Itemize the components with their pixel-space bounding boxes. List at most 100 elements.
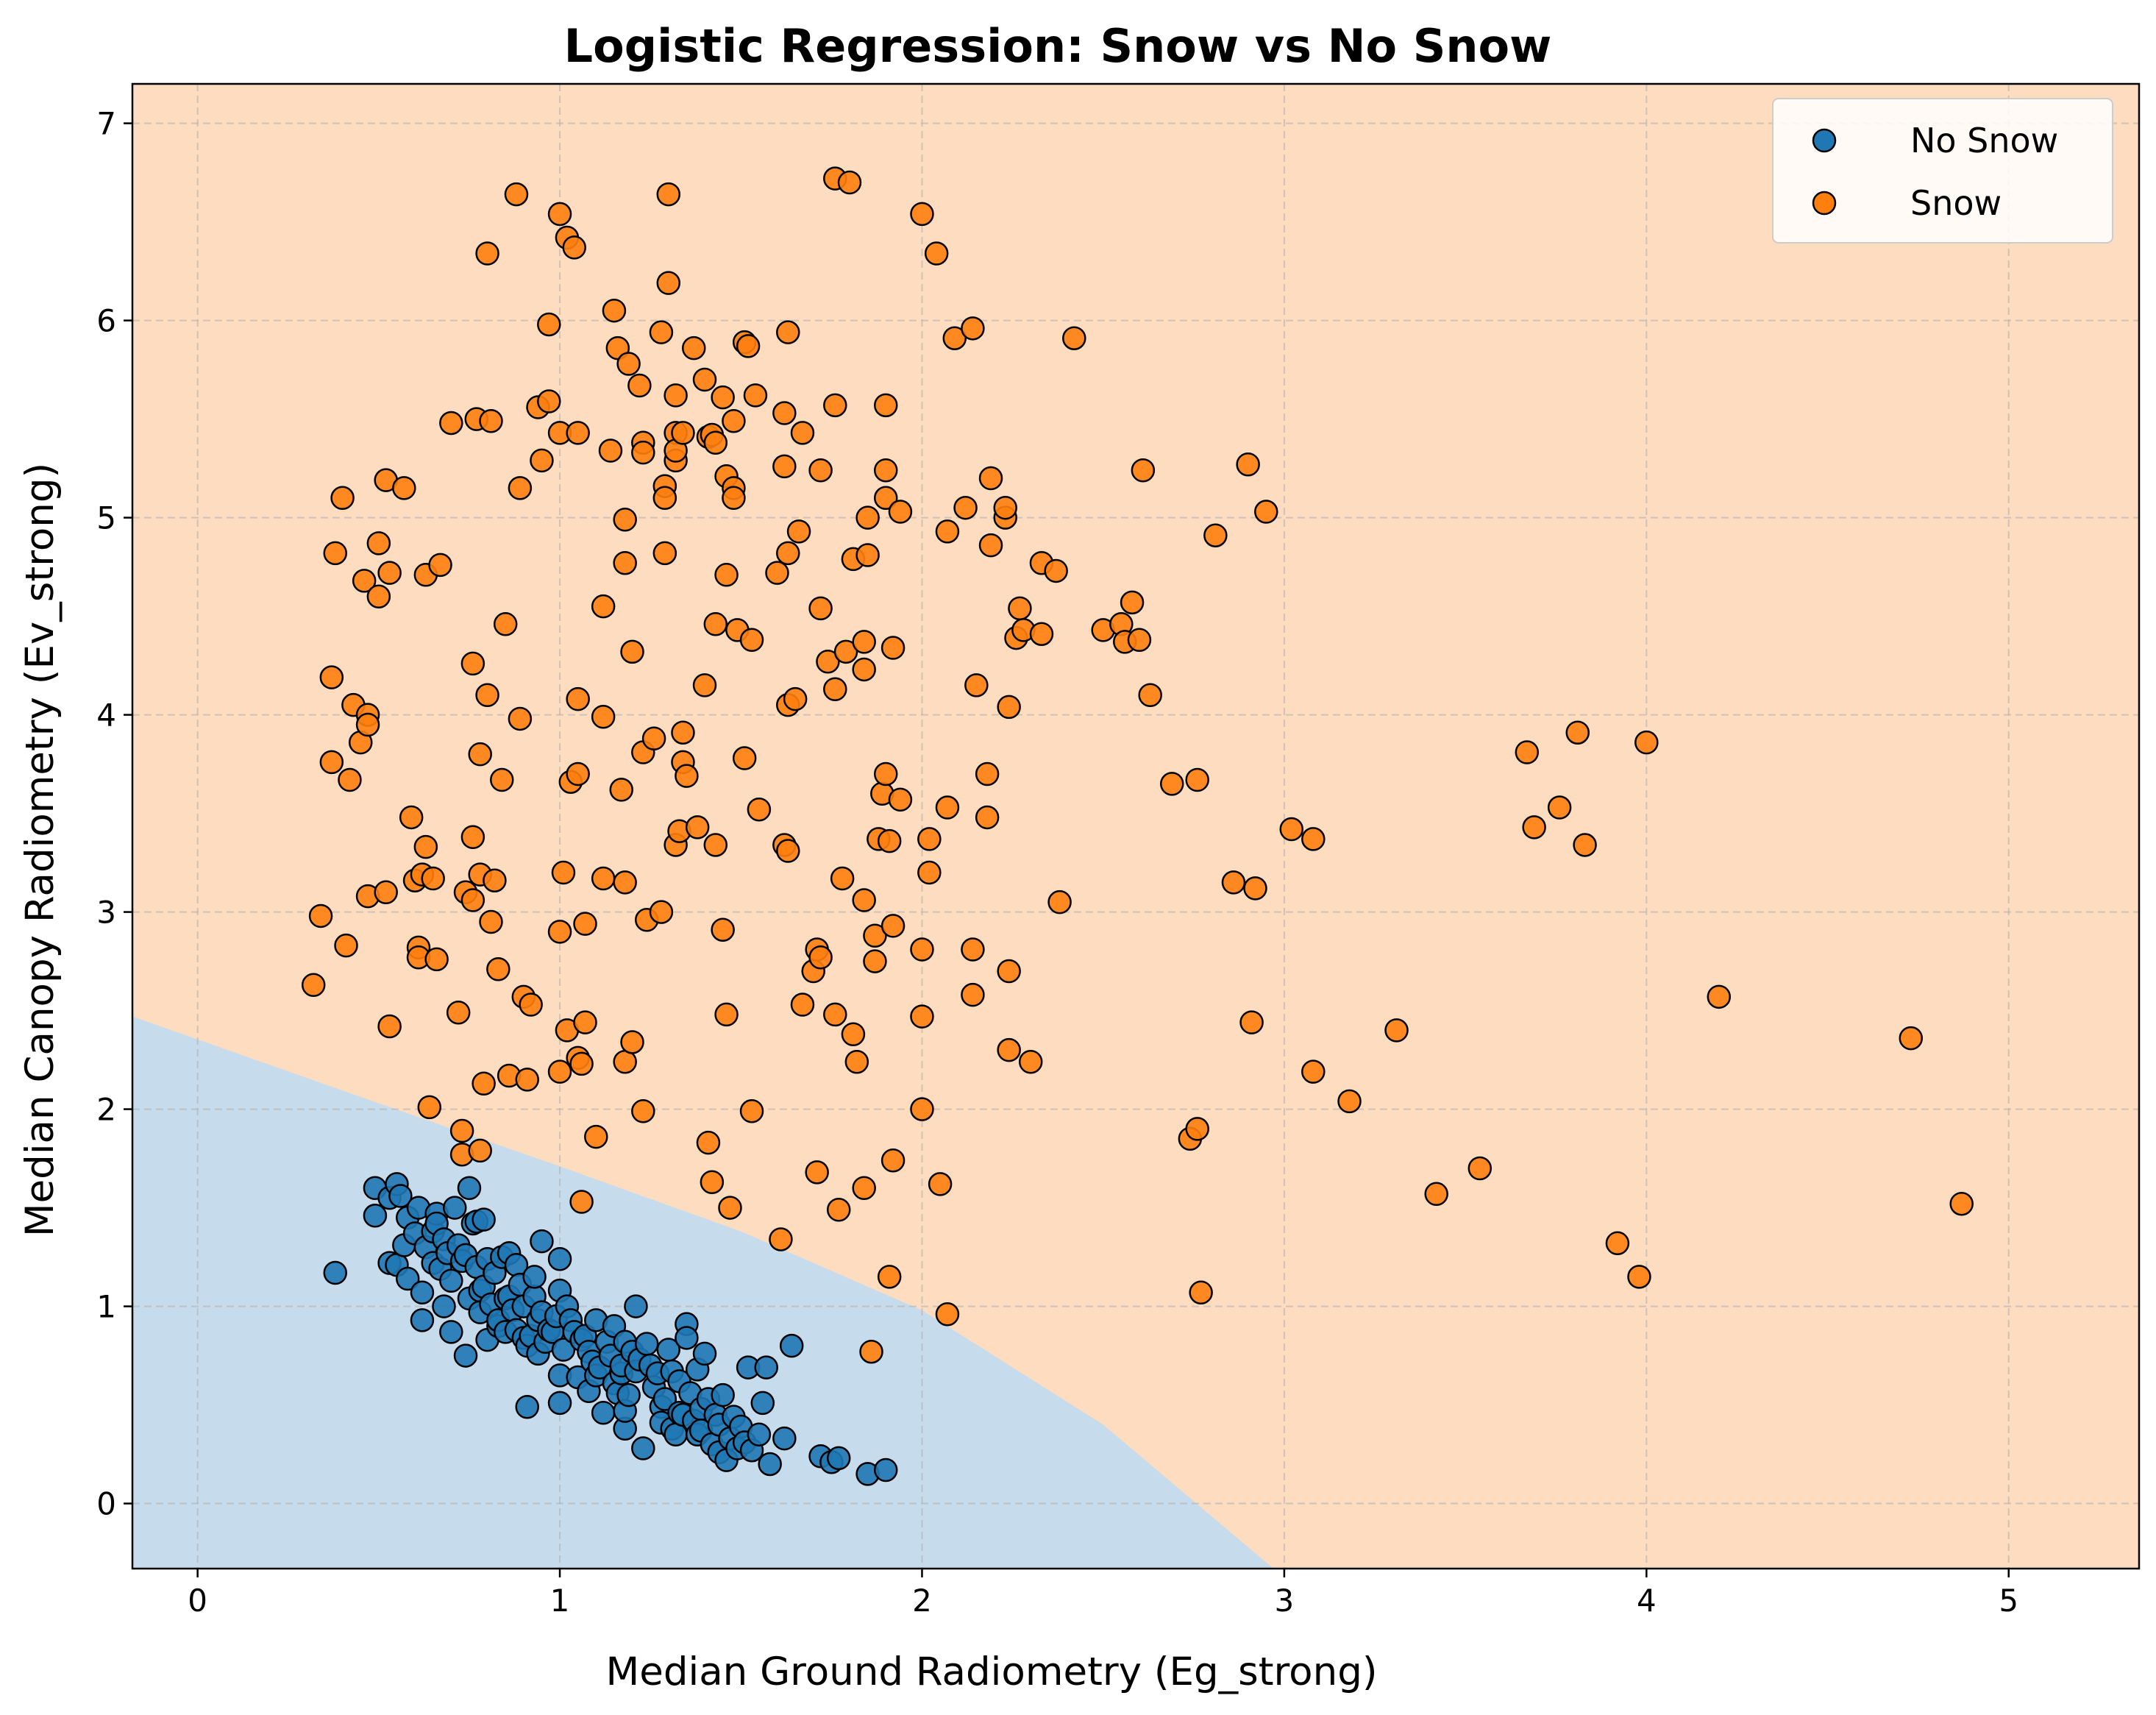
no-snow-point [410, 1280, 435, 1305]
snow-point [460, 888, 485, 912]
no-snow-point [472, 1207, 496, 1232]
snow-point [837, 170, 862, 195]
snow-point [1243, 876, 1267, 901]
snow-point [739, 1099, 764, 1123]
x-tick-label: 4 [1637, 1583, 1657, 1619]
snow-point [1627, 1265, 1651, 1289]
snow-point [855, 543, 880, 567]
snow-point [685, 815, 710, 839]
snow-point [888, 787, 913, 812]
snow-point [591, 705, 616, 729]
snow-point [377, 1014, 402, 1039]
snow-point [873, 761, 898, 787]
legend-label-no-snow: No Snow [1910, 121, 2058, 160]
snow-point [808, 458, 833, 483]
snow-point [446, 1001, 471, 1025]
snow-point [816, 649, 840, 674]
snow-point [620, 1030, 644, 1054]
snow-point [823, 393, 847, 418]
no-snow-point [453, 1343, 478, 1368]
snow-point [366, 531, 391, 555]
legend-box [1772, 98, 2113, 244]
snow-point [421, 866, 445, 891]
snow-point [997, 1037, 1021, 1062]
no-snow-point [439, 1320, 463, 1344]
snow-point [772, 454, 797, 479]
snow-point [722, 486, 746, 511]
snow-point [783, 686, 808, 711]
snow-point [703, 430, 728, 455]
snow-point [863, 923, 887, 948]
snow-point [1634, 730, 1659, 755]
snow-point [598, 438, 623, 463]
snow-point [714, 1002, 739, 1027]
snow-point [424, 947, 449, 972]
snow-point [1239, 1010, 1264, 1034]
y-tick-label: 6 [96, 303, 116, 339]
snow-point [1236, 452, 1260, 477]
snow-point [649, 900, 674, 924]
snow-point [483, 868, 507, 892]
snow-point [830, 866, 855, 891]
snow-point [863, 949, 887, 973]
y-tick-label: 3 [96, 895, 116, 931]
x-tick-label: 2 [912, 1583, 932, 1619]
plot-area [131, 82, 2141, 1570]
no-snow-point [663, 1422, 688, 1447]
snow-point [997, 695, 1021, 720]
snow-point [910, 937, 934, 962]
snow-point [641, 726, 666, 750]
snow-point [1185, 1117, 1209, 1141]
snow-point [852, 888, 876, 912]
no-snow-point [457, 1176, 482, 1201]
snow-point [681, 335, 706, 361]
no-snow-point [652, 1387, 677, 1411]
snow-point [880, 636, 906, 660]
no-snow-region [132, 1016, 1274, 1569]
y-tick-label: 4 [96, 697, 116, 734]
snow-point [468, 1138, 492, 1163]
snow-point [399, 805, 424, 830]
snow-point [479, 909, 503, 934]
snow-point [475, 241, 499, 266]
snow-point [808, 945, 833, 970]
snow-point [877, 1265, 902, 1289]
legend-marker-no-snow [1812, 128, 1837, 153]
legend-label-snow: Snow [1910, 183, 2002, 223]
snow-point [917, 827, 942, 851]
snow-point [1203, 523, 1228, 547]
snow-point [490, 767, 514, 792]
snow-point [917, 860, 942, 885]
x-tick-label: 3 [1275, 1583, 1295, 1619]
plot-frame [131, 82, 2141, 1570]
snow-point [805, 1160, 829, 1185]
snow-point [627, 373, 652, 398]
no-snow-point [772, 1426, 797, 1451]
grid-lines [132, 84, 2139, 1569]
snow-point [562, 235, 587, 260]
snow-point [1159, 772, 1184, 796]
snow-point [910, 1097, 934, 1121]
no-snow-point [410, 1308, 435, 1332]
snow-point [508, 706, 533, 731]
snow-point [692, 367, 717, 392]
snow-point [428, 553, 452, 578]
snow-point [566, 421, 590, 445]
snow-point [935, 519, 960, 544]
snow-point [319, 665, 344, 689]
snow-point [530, 448, 554, 473]
snow-point [964, 673, 989, 697]
snow-point [852, 1176, 876, 1201]
snow-point [880, 914, 906, 938]
snow-point [1127, 628, 1152, 652]
snow-point [616, 352, 641, 376]
no-snow-point [522, 1265, 547, 1289]
snow-point [308, 903, 333, 928]
snow-point [591, 594, 616, 619]
snow-point [631, 440, 655, 465]
snow-point [790, 993, 815, 1017]
snow-point [786, 519, 811, 544]
snow-point [841, 1022, 866, 1046]
snow-point [978, 466, 1003, 491]
snow-point [935, 795, 960, 820]
